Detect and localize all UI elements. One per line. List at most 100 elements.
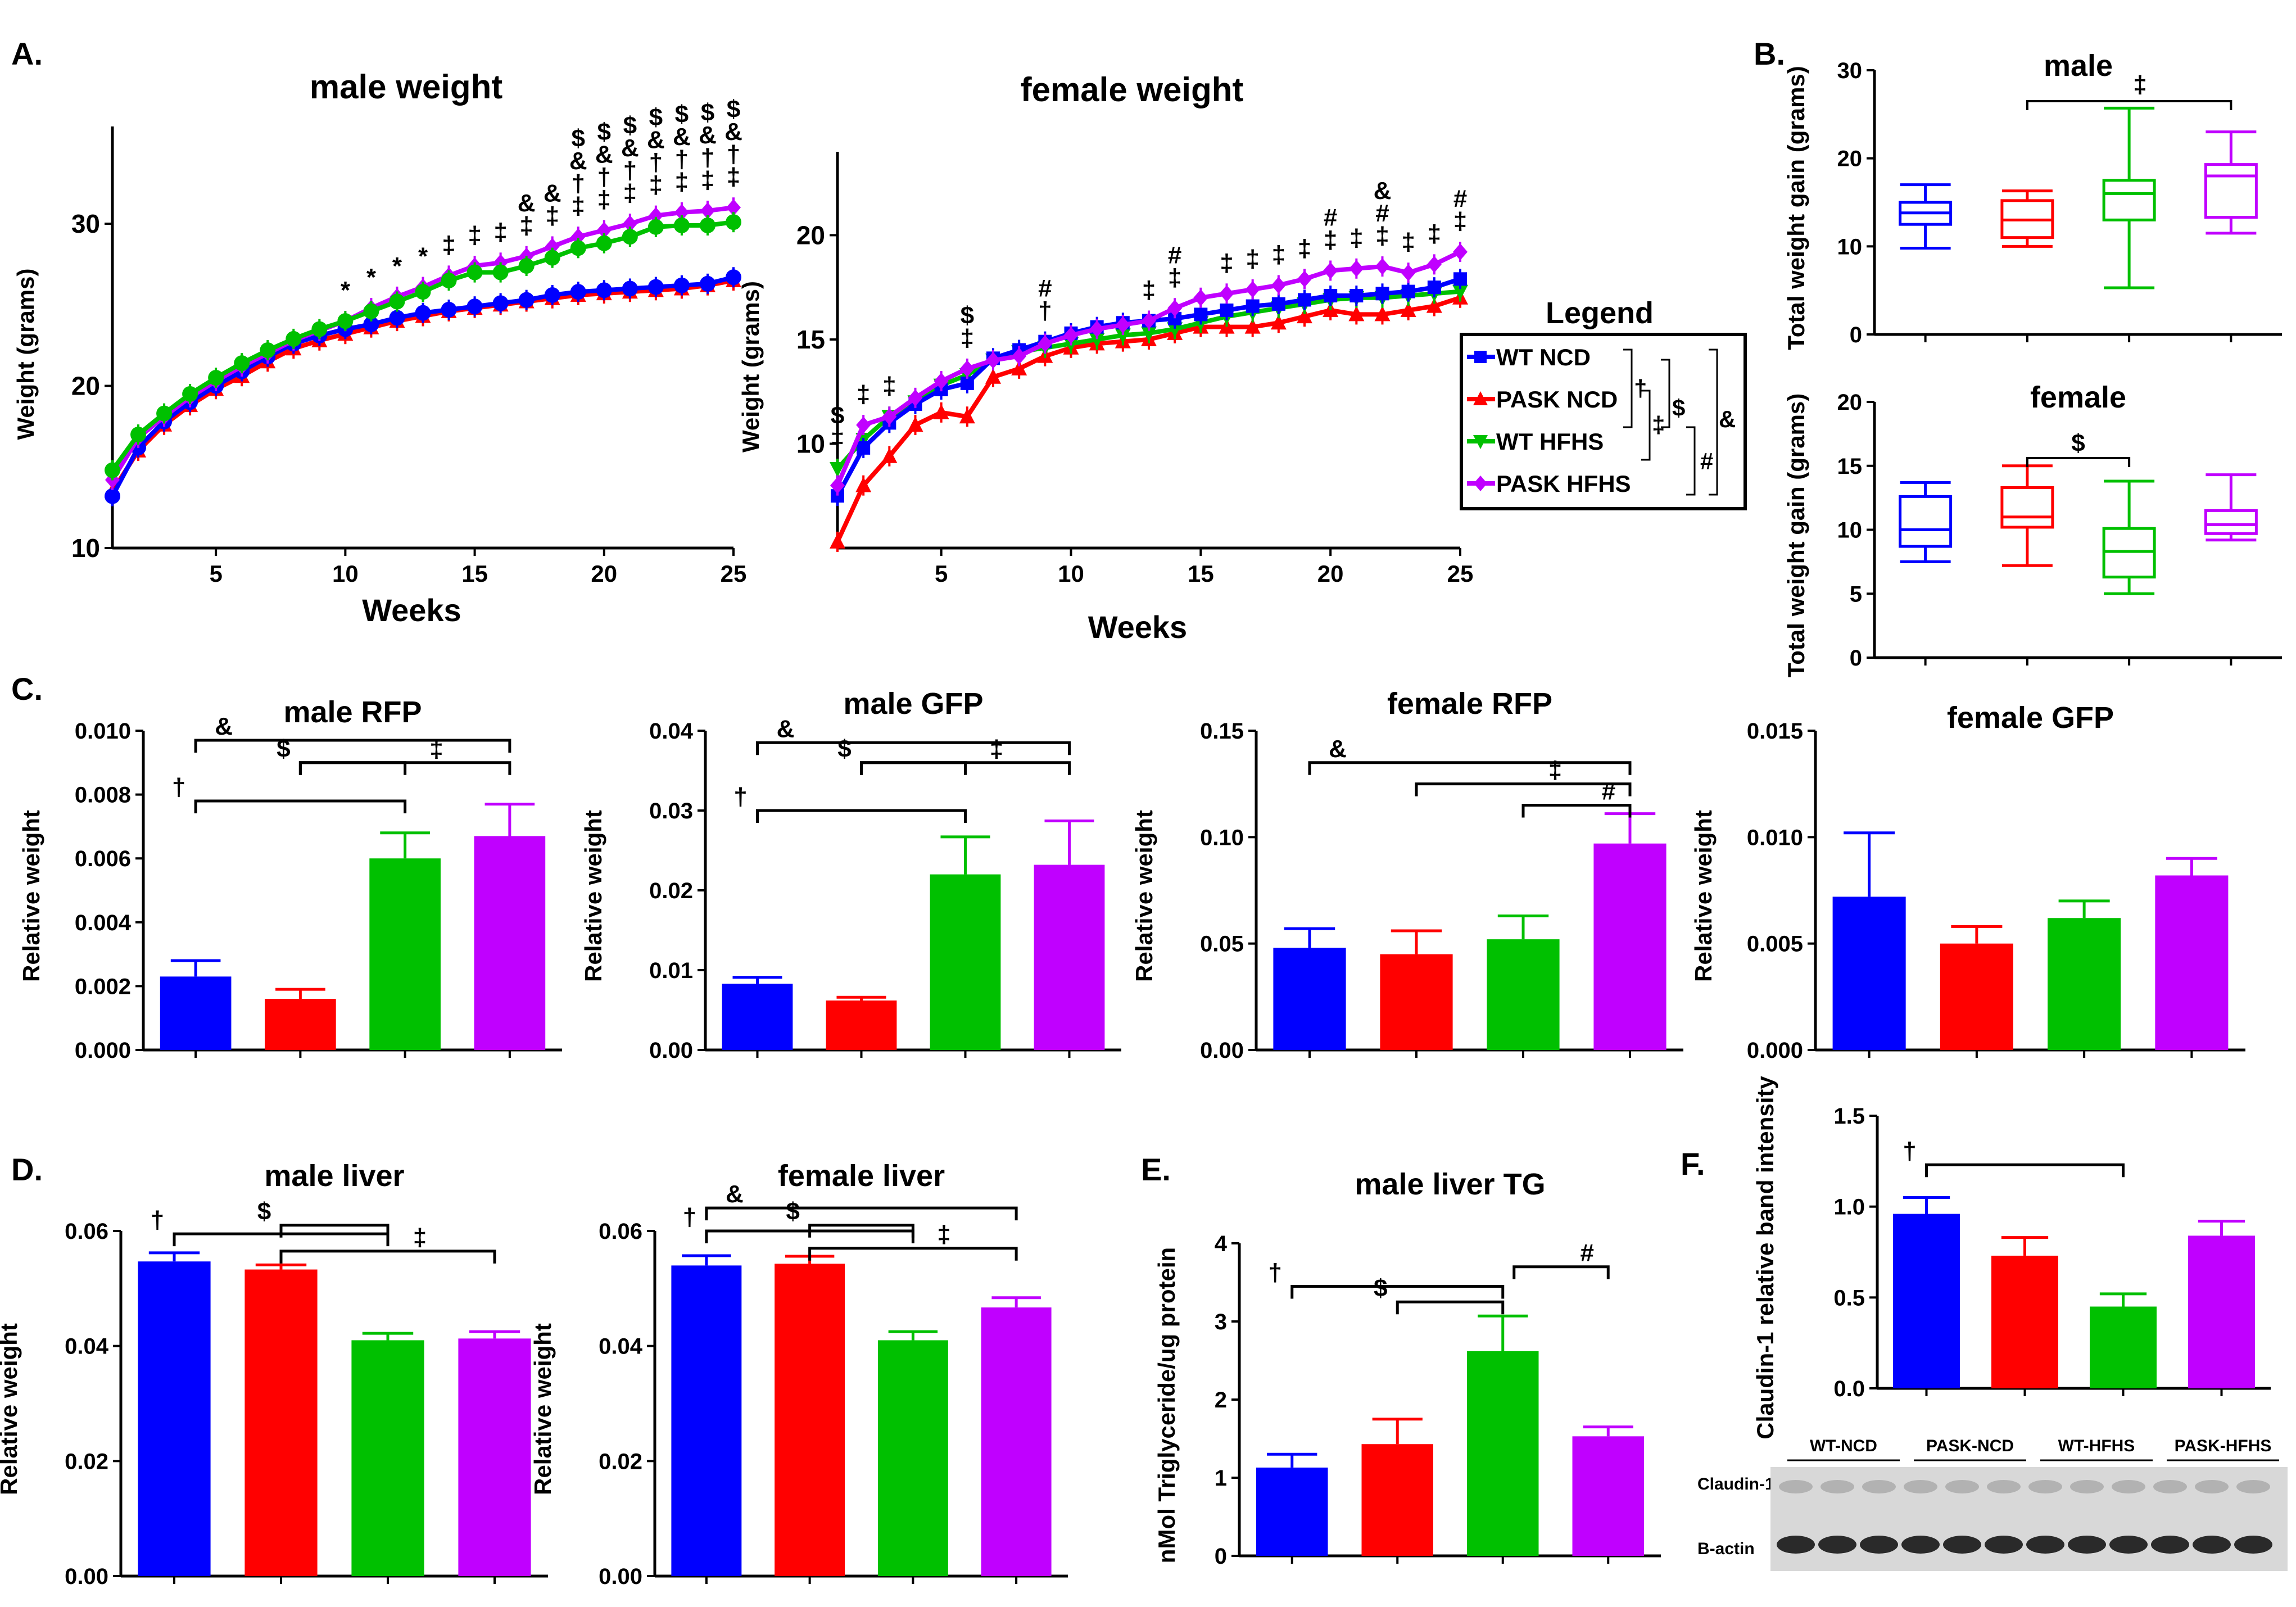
data-point — [130, 427, 147, 443]
significance-bracket — [1925, 1163, 2125, 1178]
legend-item-pask-ncd: PASK NCD — [1496, 386, 1618, 413]
bar-pask-hfhs — [458, 1338, 531, 1576]
bar-pask-ncd — [1361, 1444, 1433, 1556]
data-point — [544, 287, 560, 303]
data-point — [985, 368, 1001, 384]
significance-mark: ‡ — [429, 735, 443, 763]
significance-mark: ‡ — [1142, 277, 1156, 304]
data-point — [596, 282, 612, 298]
claudin-band — [2028, 1480, 2062, 1493]
bar-wt-hfhs — [369, 858, 441, 1050]
y-tick-label: 0.10 — [1200, 825, 1244, 850]
data-point — [959, 408, 975, 424]
y-tick-label: 0.000 — [75, 1038, 131, 1063]
data-point — [856, 417, 871, 434]
data-point — [415, 305, 431, 321]
y-tick-label: 0 — [1215, 1544, 1227, 1569]
y-tick-label: 0.04 — [599, 1334, 643, 1359]
y-tick-label: 0.01 — [649, 958, 693, 983]
y-tick-label: 1.5 — [1833, 1104, 1865, 1129]
significance-mark: $ — [2071, 429, 2085, 457]
bactin-band — [2151, 1536, 2189, 1554]
significance-mark: ‡ — [572, 192, 585, 220]
data-point — [1452, 284, 1468, 300]
bar-pask-hfhs — [2188, 1235, 2255, 1388]
female-liver-chart: 0.00 0.02 0.04 0.06 Relative weight female li… — [529, 1159, 1068, 1589]
chart-title: female RFP — [1387, 687, 1552, 721]
blot-group-label: WT-HFHS — [2058, 1437, 2135, 1455]
data-point — [389, 310, 405, 326]
data-point — [1374, 306, 1391, 322]
male-weight-chart: male weight 10 20 30 5 10 15 20 25 Weeks Weight (g… — [12, 68, 746, 628]
significance-mark: ‡ — [857, 381, 870, 408]
significance-mark: ‡ — [545, 202, 559, 229]
bar-pask-ncd — [244, 1269, 318, 1576]
data-point — [260, 342, 276, 359]
y-tick-label: 0.06 — [65, 1219, 108, 1244]
y-tick-label: 0.006 — [75, 846, 131, 871]
y-tick-label: 0.010 — [75, 719, 131, 744]
bar-wt-hfhs — [1467, 1351, 1539, 1556]
panel-letter-d: D. — [11, 1152, 43, 1187]
data-point — [907, 417, 923, 432]
data-point — [622, 280, 638, 297]
significance-mark: † — [572, 170, 585, 197]
data-point — [1271, 277, 1286, 294]
x-tick-label: 5 — [935, 560, 948, 587]
data-point — [570, 240, 586, 256]
significance-bracket — [279, 1250, 496, 1264]
significance-mark: ‡ — [1324, 227, 1337, 254]
data-point — [1349, 289, 1364, 303]
data-point — [855, 477, 872, 492]
data-point — [700, 202, 715, 219]
significance-mark: * — [392, 252, 402, 280]
y-tick-label: 10 — [796, 429, 825, 458]
data-point — [1115, 316, 1130, 333]
data-point — [1244, 318, 1261, 334]
y-tick-label: 0.03 — [649, 799, 693, 823]
bar-wt-hfhs — [1487, 939, 1560, 1050]
significance-mark: $ — [277, 735, 290, 763]
bar-wt-ncd — [160, 976, 232, 1050]
panel-letter-f: F. — [1681, 1146, 1705, 1182]
box-iqr — [1899, 495, 1953, 548]
bar-pask-hfhs — [981, 1307, 1052, 1576]
bar-pask-hfhs — [1572, 1436, 1644, 1556]
bactin-band — [2068, 1536, 2106, 1554]
claudin-band — [1862, 1480, 1896, 1493]
legend-box — [1460, 333, 1747, 510]
significance-bracket — [1512, 1265, 1610, 1279]
y-tick-label: 0.010 — [1747, 825, 1803, 850]
x-tick-label: 25 — [721, 560, 747, 587]
data-point — [1426, 297, 1442, 313]
significance-mark: ‡ — [649, 171, 663, 199]
significance-mark: & — [621, 134, 639, 162]
bactin-band — [1818, 1536, 1856, 1554]
significance-mark: $ — [623, 112, 637, 139]
data-point — [933, 404, 949, 419]
bar-wt-ncd — [722, 984, 793, 1050]
significance-mark: & — [215, 713, 233, 740]
significance-bracket — [808, 1247, 1018, 1261]
significance-mark: ‡ — [1246, 245, 1259, 273]
data-point — [647, 219, 664, 235]
female-weight-gain-chart: 0 5 10 15 20 Total weight gain (grams) female $ — [1783, 381, 2282, 677]
significance-mark: ‡ — [961, 324, 974, 352]
data-point — [1270, 314, 1287, 330]
data-point — [726, 214, 741, 230]
chart-title: female liver — [778, 1159, 945, 1193]
data-point — [441, 273, 457, 289]
y-tick-label: 20 — [1837, 147, 1863, 171]
blot-group-label: PASK-HFHS — [2175, 1437, 2272, 1455]
bactin-band — [2109, 1536, 2148, 1554]
bar-wt-ncd — [1273, 948, 1346, 1050]
bar-pask-hfhs — [1034, 864, 1105, 1050]
data-point — [570, 284, 586, 300]
data-point — [1038, 335, 1053, 352]
legend-bracket-dollar — [1661, 359, 1670, 428]
y-tick-label: 5 — [1850, 582, 1862, 606]
panel-letter-c: C. — [11, 671, 43, 707]
significance-mark: # — [1324, 204, 1337, 232]
data-point — [1142, 312, 1156, 329]
significance-mark: ‡ — [1272, 241, 1285, 268]
